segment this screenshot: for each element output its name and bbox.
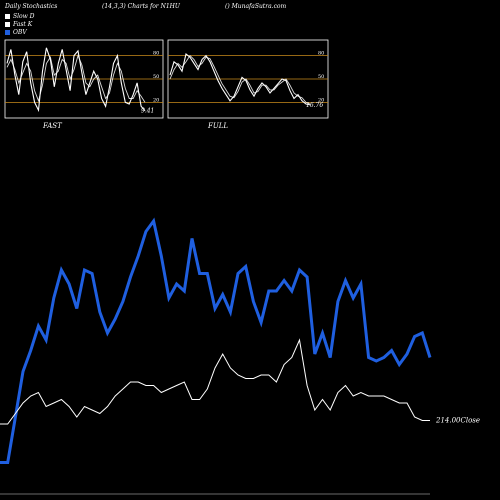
fast-stochastic-panel-last-value: 9.41 — [141, 108, 154, 115]
full-stochastic-panel-fast-k-line — [169, 53, 311, 106]
legend-item-fast-k: Fast K — [5, 20, 35, 28]
legend-swatch — [5, 29, 10, 35]
close-value-label: 214.00Close — [435, 417, 480, 425]
full-stochastic-panel-tick-label: 50 — [318, 74, 324, 80]
full-stochastic-panel-tick-label: 20 — [318, 97, 324, 103]
fast-stochastic-panel-fast-k-line — [6, 47, 146, 113]
legend-item-obv: OBV — [5, 28, 35, 36]
legend-swatch — [5, 13, 10, 19]
legend-item-slow-d: Slow D — [5, 12, 35, 20]
chart-legend: Slow D Fast K OBV — [5, 12, 35, 36]
chart-header-params: (14,3,3) Charts for N1HU — [102, 3, 180, 10]
legend-swatch — [5, 21, 10, 27]
legend-label: Slow D — [13, 12, 35, 20]
fast-stochastic-panel-tick-label: 20 — [153, 97, 159, 103]
legend-label: OBV — [13, 28, 27, 36]
fast-stochastic-panel-tick-label: 50 — [153, 74, 159, 80]
fast-stochastic-panel-label: FAST — [42, 122, 63, 130]
fast-stochastic-panel-slow-d-line — [6, 54, 146, 103]
legend-label: Fast K — [13, 20, 33, 28]
chart-header-title: Daily Stochastics — [5, 3, 58, 10]
full-stochastic-panel-label: FULL — [207, 122, 228, 130]
close-price-line — [0, 338, 430, 425]
full-stochastic-panel-slow-d-line — [169, 54, 311, 105]
full-stochastic-panel-last-value: 16.76 — [306, 102, 323, 109]
full-stochastic-panel-tick-label: 80 — [318, 51, 324, 57]
chart-header-site: () MunafaSutra.com — [225, 3, 287, 10]
fast-stochastic-panel-tick-label: 80 — [153, 51, 159, 57]
obv-line — [0, 217, 432, 464]
